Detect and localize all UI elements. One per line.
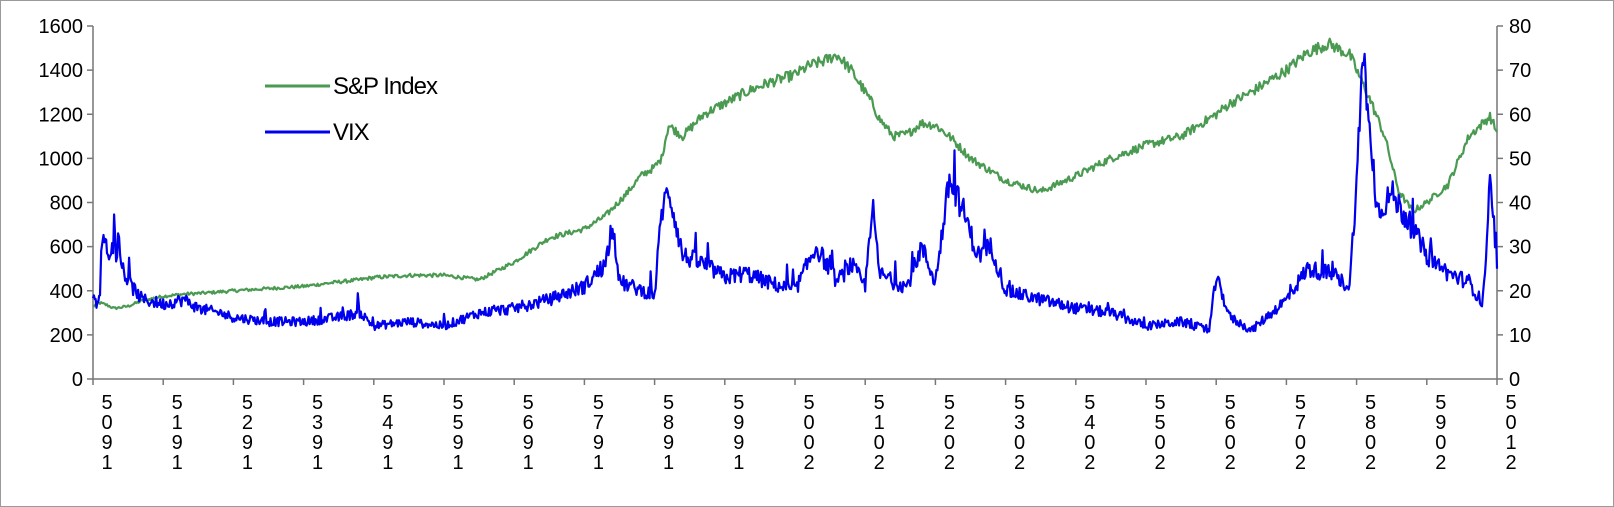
y-right-tick-label: 60 — [1509, 104, 1531, 126]
y-left-tick-label: 600 — [50, 237, 83, 259]
legend-sp-index-label: S&P Index — [333, 73, 438, 100]
y-left-tick-label: 200 — [50, 325, 83, 347]
y-left-tick-label: 0 — [72, 369, 83, 391]
y-left-tick-label: 1600 — [39, 16, 84, 38]
vix-series-line — [91, 52, 1499, 334]
y-right-tick-label: 50 — [1509, 148, 1531, 170]
y-left-tick-label: 1200 — [39, 104, 84, 126]
y-left-tick-label: 1000 — [39, 148, 84, 170]
y-right-tick-label: 0 — [1509, 369, 1520, 391]
y-right-tick-label: 20 — [1509, 281, 1531, 303]
y-right-tick-label: 40 — [1509, 193, 1531, 215]
y-left-tick-label: 400 — [50, 281, 83, 303]
y-right-tick-label: 30 — [1509, 237, 1531, 259]
legend-vix-label: VIX — [333, 119, 370, 146]
sp-index-series-line — [92, 37, 1498, 311]
y-right-tick-label: 70 — [1509, 60, 1531, 82]
y-left-tick-label: 1400 — [39, 60, 84, 82]
y-right-tick-label: 10 — [1509, 325, 1531, 347]
y-right-tick-label: 80 — [1509, 16, 1531, 38]
legend: S&P Index VIX — [265, 73, 439, 146]
y-left-tick-label: 800 — [50, 193, 83, 215]
